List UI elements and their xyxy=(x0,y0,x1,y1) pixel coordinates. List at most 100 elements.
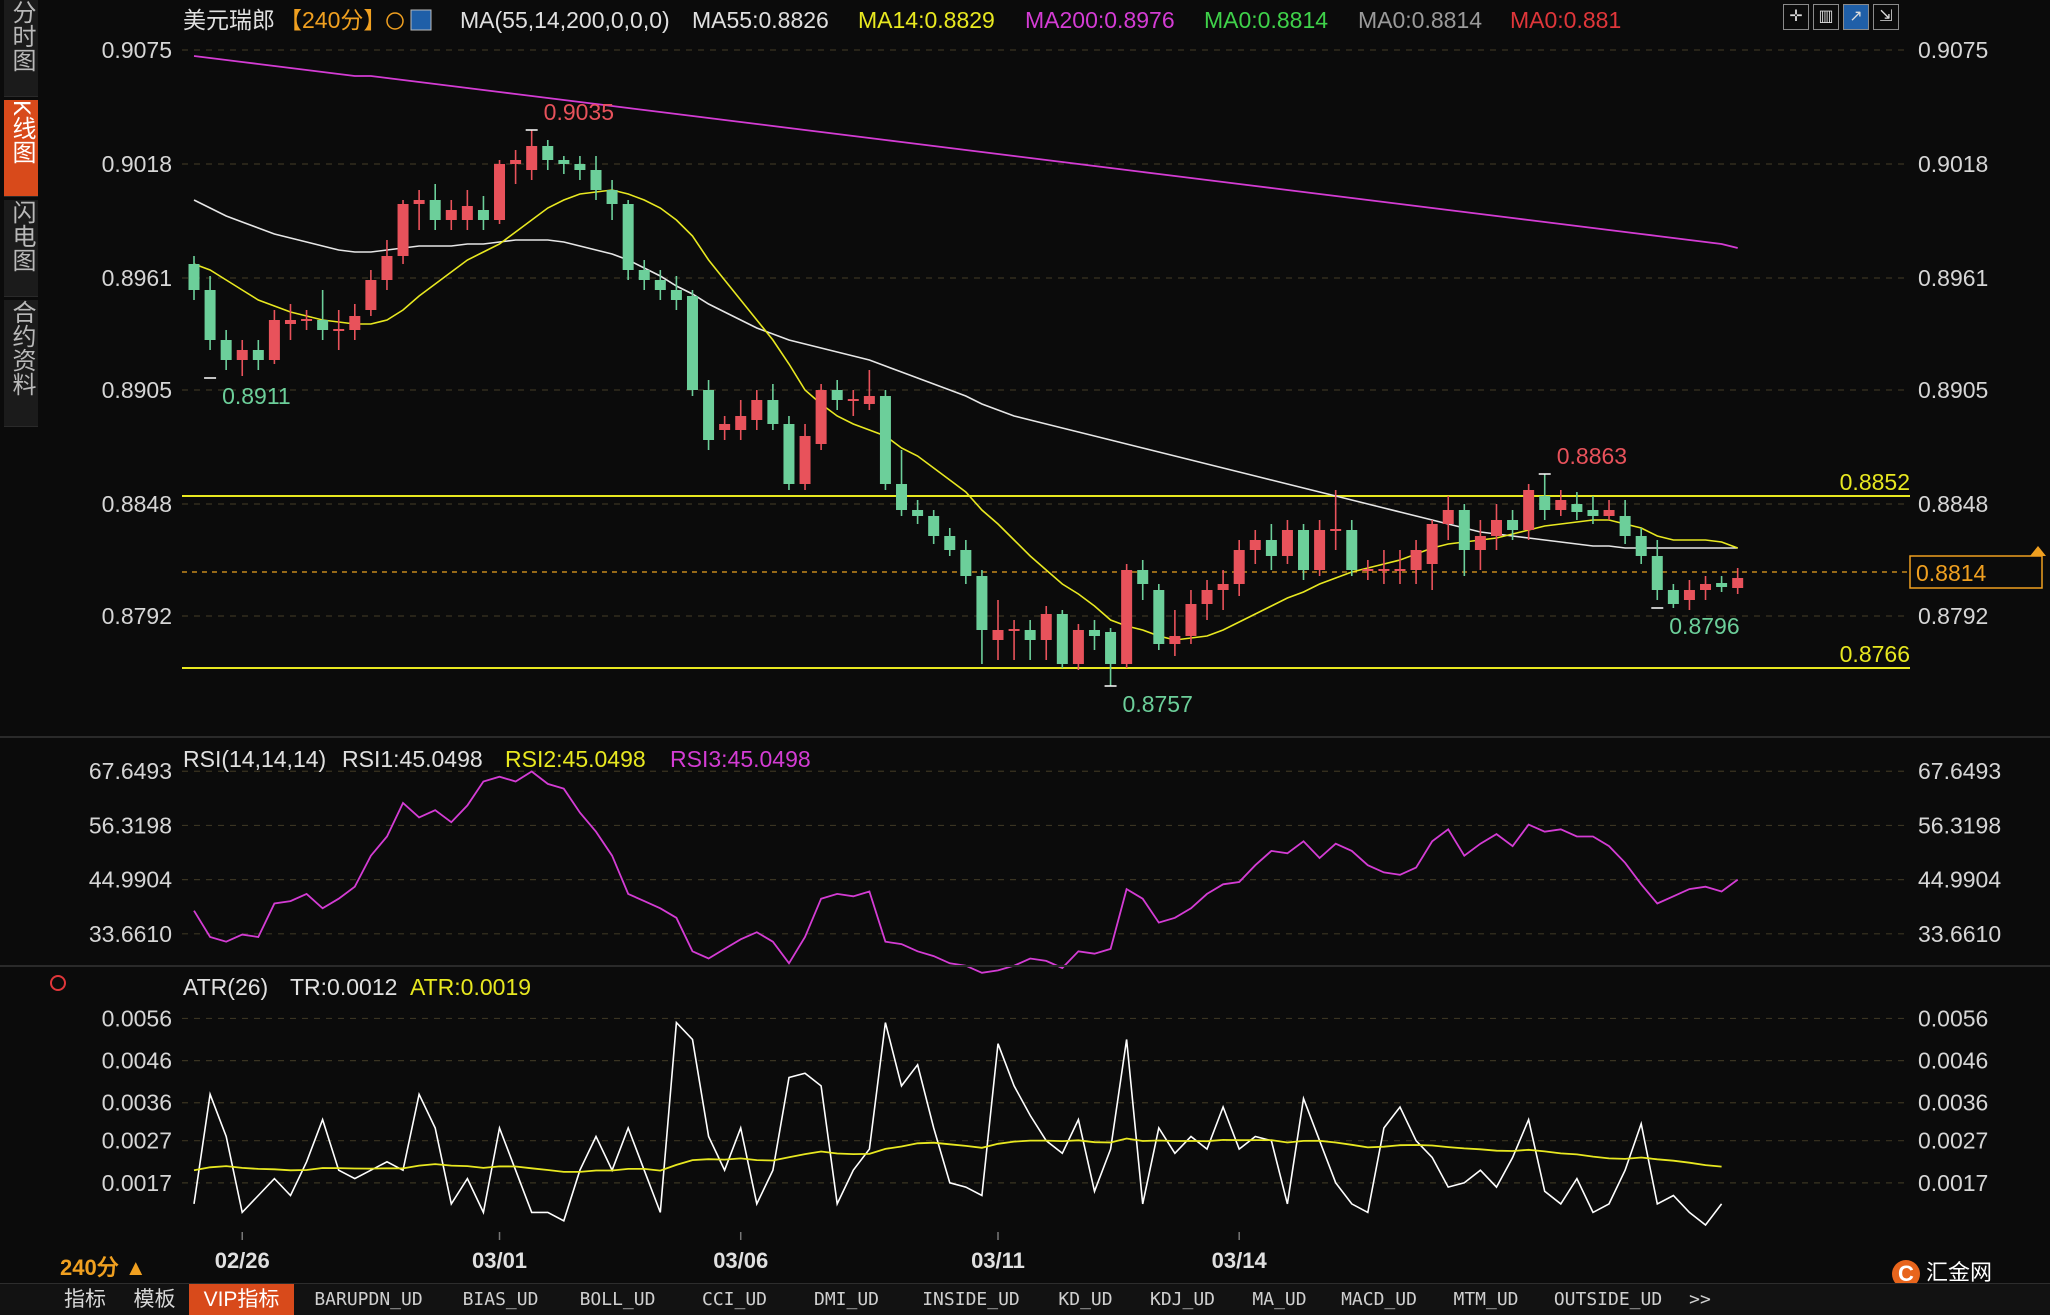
current-price-arrow-icon xyxy=(2030,546,2046,556)
price-tick-left: 0.9075 xyxy=(102,37,172,63)
header-ma0-c: MA0:0.881 xyxy=(1510,7,1621,33)
tab-kline[interactable]: K线图 xyxy=(4,100,38,197)
candle-body xyxy=(976,576,988,630)
indicator-tab-14[interactable]: OUTSIDE_UD xyxy=(1553,1289,1663,1310)
candle-body xyxy=(1298,530,1310,570)
tr-value: TR:0.0012 xyxy=(290,974,397,1000)
indicator-tab-1[interactable]: 模板 xyxy=(133,1288,176,1311)
candle-body xyxy=(461,206,473,220)
tab-contract-info-label: 合约资料 xyxy=(8,300,35,396)
indicator-tab-2[interactable]: VIP指标 xyxy=(189,1284,294,1315)
candle-body xyxy=(1587,510,1599,516)
candle-body xyxy=(654,280,666,290)
candle-body xyxy=(912,510,924,516)
high-label-2: 0.8863 xyxy=(1557,443,1627,469)
candle-body xyxy=(1024,630,1036,640)
candle-body xyxy=(1426,524,1438,564)
crosshair-icon[interactable]: ✛ xyxy=(1783,4,1809,30)
tab-kline-label: K线图 xyxy=(8,100,35,165)
candle-body xyxy=(1700,584,1712,590)
candle-body xyxy=(445,210,457,220)
tab-flash[interactable]: 闪电图 xyxy=(4,200,38,297)
header-symbol: 美元瑞郎 xyxy=(183,7,275,33)
indicator-tab-10[interactable]: KDJ_UD xyxy=(1149,1289,1216,1310)
atr-tick-right: 0.0056 xyxy=(1918,1005,1988,1031)
rsi-tick-right: 56.3198 xyxy=(1918,812,2001,838)
price-tick-right: 0.8848 xyxy=(1918,491,1988,517)
candle-body xyxy=(1394,569,1406,571)
candle-body xyxy=(252,350,264,360)
brand-logo: C 汇金网 xyxy=(1892,1255,1992,1289)
candle-body xyxy=(494,164,506,220)
candle-body xyxy=(1442,510,1454,524)
support-label: 0.8766 xyxy=(1840,641,1910,667)
indicator-tab-4[interactable]: BIAS_UD xyxy=(462,1289,539,1310)
low-label-1: 0.8911 xyxy=(222,383,291,409)
candle-body xyxy=(799,436,811,484)
candle-body xyxy=(526,146,538,170)
candle-body xyxy=(1651,556,1663,590)
atr-tick-left: 0.0017 xyxy=(102,1170,172,1196)
candle-body xyxy=(188,264,200,290)
candle-body xyxy=(1105,632,1117,664)
candle-body xyxy=(558,160,570,164)
candle-body xyxy=(928,516,940,536)
expand-icon[interactable]: ⇲ xyxy=(1873,4,1899,30)
candle-body xyxy=(1539,496,1551,510)
tab-timeshare[interactable]: 分时图 xyxy=(4,0,38,97)
candle-body xyxy=(590,170,602,190)
candle-body xyxy=(365,280,377,310)
candle-body xyxy=(622,204,634,270)
candle-body xyxy=(944,536,956,550)
indicator-tab-12[interactable]: MACD_UD xyxy=(1341,1289,1417,1310)
indicator-tab-9[interactable]: KD_UD xyxy=(1058,1289,1113,1310)
price-tick-right: 0.8792 xyxy=(1918,603,1988,629)
header-ma0-b: MA0:0.8814 xyxy=(1358,7,1482,33)
price-tick-right: 0.9018 xyxy=(1918,151,1988,177)
indicator-tab-8[interactable]: INSIDE_UD xyxy=(922,1289,1020,1310)
current-price-box xyxy=(1909,555,2043,589)
atr-tick-left: 0.0046 xyxy=(102,1048,172,1074)
price-tick-left: 0.8961 xyxy=(102,265,172,291)
candle-body xyxy=(1571,504,1583,512)
candle-body xyxy=(896,484,908,510)
candle-body xyxy=(1314,530,1326,570)
candle-body xyxy=(220,340,232,360)
candle-body xyxy=(1346,530,1358,570)
period-selector[interactable]: 240分 ▲ xyxy=(60,1255,147,1280)
candle-body xyxy=(1088,630,1100,636)
header-ma-params: MA(55,14,200,0,0,0) xyxy=(460,7,670,33)
candle-body xyxy=(960,550,972,576)
candle-body xyxy=(1217,584,1229,590)
indicator-tab-5[interactable]: BOLL_UD xyxy=(579,1289,656,1310)
indicator-tab-15[interactable]: >> xyxy=(1689,1289,1711,1310)
candle-icon[interactable]: ▥ xyxy=(1813,4,1839,30)
line-chart-icon[interactable]: ↗ xyxy=(1843,4,1869,30)
price-tick-right: 0.9075 xyxy=(1918,37,1988,63)
rsi-tick-left: 44.9904 xyxy=(89,867,172,893)
indicator-tab-6[interactable]: CCI_UD xyxy=(701,1289,768,1310)
header-ma55: MA55:0.8826 xyxy=(692,7,829,33)
candle-body xyxy=(1072,630,1084,664)
indicator-tab-13[interactable]: MTM_UD xyxy=(1453,1289,1519,1310)
candle-body xyxy=(236,350,248,360)
ma-indicator-icon xyxy=(410,9,432,31)
indicator-tab-3[interactable]: BARUPDN_UD xyxy=(314,1289,423,1310)
tab-flash-label: 闪电图 xyxy=(8,200,35,272)
candle-body xyxy=(1474,536,1486,550)
indicator-tab-7[interactable]: DMI_UD xyxy=(813,1289,880,1310)
candle-body xyxy=(1603,510,1615,516)
atr-value: ATR:0.0019 xyxy=(410,974,531,1000)
tab-contract-info[interactable]: 合约资料 xyxy=(4,300,38,427)
low-label-3: 0.8757 xyxy=(1123,691,1193,717)
candle-body xyxy=(751,400,763,420)
candle-body xyxy=(686,296,698,390)
rsi3-value: RSI3:45.0498 xyxy=(670,746,811,772)
candle-body xyxy=(1281,530,1293,556)
x-axis-label: 02/26 xyxy=(215,1248,270,1273)
rsi-tick-left: 56.3198 xyxy=(89,812,172,838)
indicator-tab-11[interactable]: MA_UD xyxy=(1252,1289,1307,1310)
current-price-label: 0.8814 xyxy=(1916,560,1987,586)
indicator-tab-0[interactable]: 指标 xyxy=(64,1288,106,1311)
candle-body xyxy=(1330,529,1342,531)
